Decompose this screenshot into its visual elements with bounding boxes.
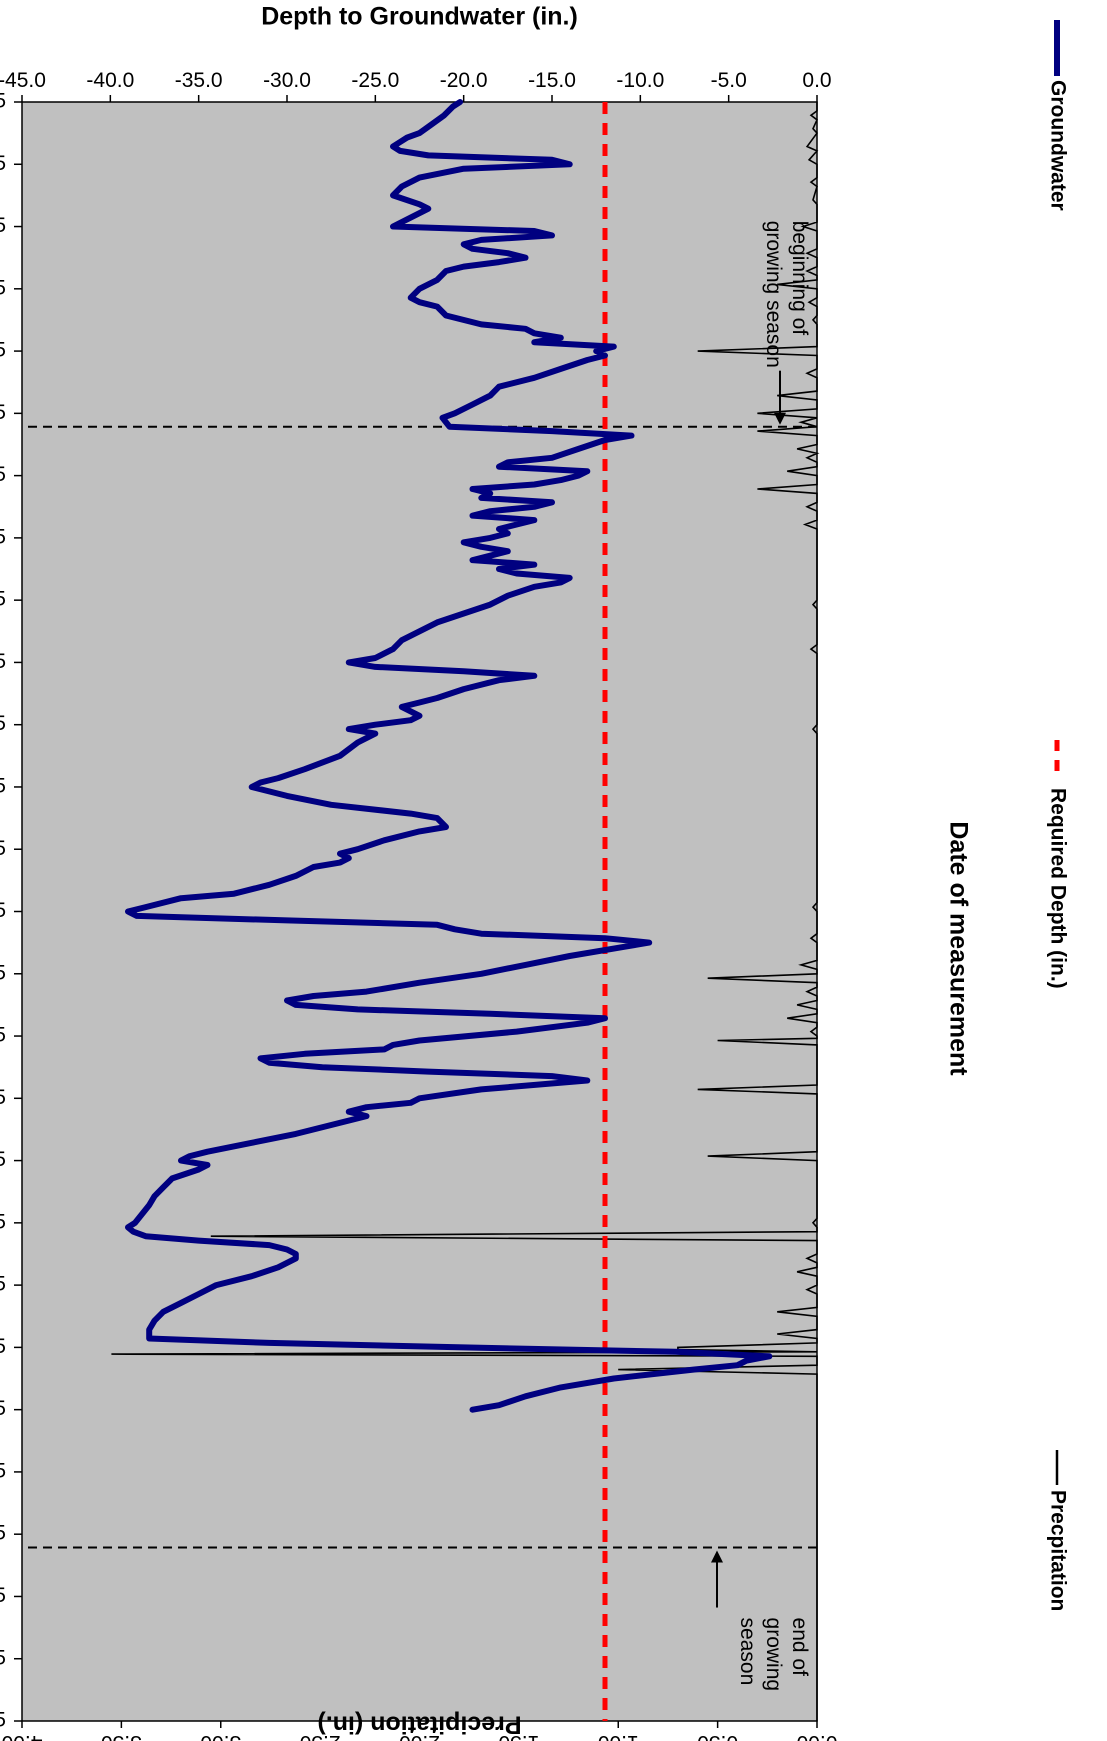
annotation-beginning-line2: growing season xyxy=(762,221,785,368)
precip-tick-label: 0.50 xyxy=(697,1731,738,1741)
x-tick-label: 12-Feb-05 xyxy=(0,276,6,299)
x-tick-label: 13-Aug-05 xyxy=(0,1086,6,1109)
depth-tick-label: 0.0 xyxy=(802,69,831,92)
precip-tick-label: 2.50 xyxy=(300,1731,341,1741)
annotation-end-arrowhead xyxy=(711,1550,723,1563)
precip-tick-label: 4.00 xyxy=(2,1731,43,1741)
right-axis-title: Precipitation (in.) xyxy=(317,1710,521,1738)
legend-label-groundwater: Groundwater xyxy=(1046,80,1069,211)
x-tick-label: 27-Aug-05 xyxy=(0,1148,6,1171)
x-tick-label: 9-Apr-05 xyxy=(0,525,6,548)
precip-tick-label: 3.50 xyxy=(101,1731,142,1741)
legend-label-precipitation: Precpitation xyxy=(1046,1490,1069,1611)
x-tick-label: 21-May-05 xyxy=(0,712,6,735)
precip-tick-label: 3.00 xyxy=(200,1731,241,1741)
annotation-end-line3: season xyxy=(736,1618,759,1686)
x-tick-label: 16-Jul-05 xyxy=(0,961,6,984)
x-tick-label: 8-Oct-05 xyxy=(0,1335,6,1358)
x-tick-label: 26-Mar-05 xyxy=(0,463,6,486)
annotation-end-line2: growing xyxy=(762,1618,785,1692)
x-tick-label: 31-Dec-05 xyxy=(0,1709,6,1732)
depth-tick-label: -20.0 xyxy=(440,69,488,92)
x-tick-label: 26-Feb-05 xyxy=(0,339,6,362)
depth-tick-label: -10.0 xyxy=(616,69,664,92)
x-tick-label: 4-Jun-05 xyxy=(0,775,6,798)
x-tick-label: 5-Nov-05 xyxy=(0,1459,6,1482)
depth-tick-label: -5.0 xyxy=(711,69,747,92)
x-tick-label: 2-Jul-05 xyxy=(0,899,6,922)
x-tick-label: 15-Jan-05 xyxy=(0,152,6,175)
x-tick-label: 12-Mar-05 xyxy=(0,401,6,424)
depth-tick-label: -25.0 xyxy=(351,69,399,92)
x-tick-label: 7-May-05 xyxy=(0,650,6,673)
x-axis-title: Date of measurement xyxy=(944,821,972,1076)
groundwater-line xyxy=(125,99,773,1413)
x-tick-label: 22-Oct-05 xyxy=(0,1397,6,1420)
x-tick-label: 17-Dec-05 xyxy=(0,1646,6,1669)
x-tick-label: 3-Dec-05 xyxy=(0,1584,6,1607)
x-tick-label: 18-Jun-05 xyxy=(0,837,6,860)
x-tick-label: 1-Jan-05 xyxy=(0,90,6,113)
depth-tick-label: -35.0 xyxy=(175,69,223,92)
left-axis-title: Depth to Groundwater (in.) xyxy=(261,3,578,31)
precip-tick-label: 2.00 xyxy=(399,1731,440,1741)
x-tick-label: 29-Jan-05 xyxy=(0,214,6,237)
precipitation-line xyxy=(111,102,820,1721)
precip-tick-label: 1.50 xyxy=(498,1731,539,1741)
x-tick-label: 23-Apr-05 xyxy=(0,588,6,611)
annotation-beginning-line1: beginning of xyxy=(788,221,811,336)
precip-tick-label: 1.00 xyxy=(598,1731,639,1741)
x-tick-label: 10-Sep-05 xyxy=(0,1210,6,1233)
legend-label-required-depth: Required Depth (in.) xyxy=(1046,788,1069,989)
precip-tick-label: 0.00 xyxy=(797,1731,838,1741)
annotation-beginning-arrowhead xyxy=(774,412,786,425)
depth-tick-label: -30.0 xyxy=(263,69,311,92)
x-tick-label: 24-Sep-05 xyxy=(0,1273,6,1296)
depth-tick-label: -45.0 xyxy=(0,69,46,92)
depth-tick-label: -15.0 xyxy=(528,69,576,92)
x-tick-label: 30-Jul-05 xyxy=(0,1024,6,1047)
annotation-end-line1: end of xyxy=(788,1618,811,1677)
plot-background xyxy=(21,101,818,1722)
x-tick-label: 19-Nov-05 xyxy=(0,1522,6,1545)
depth-tick-label: -40.0 xyxy=(86,69,134,92)
